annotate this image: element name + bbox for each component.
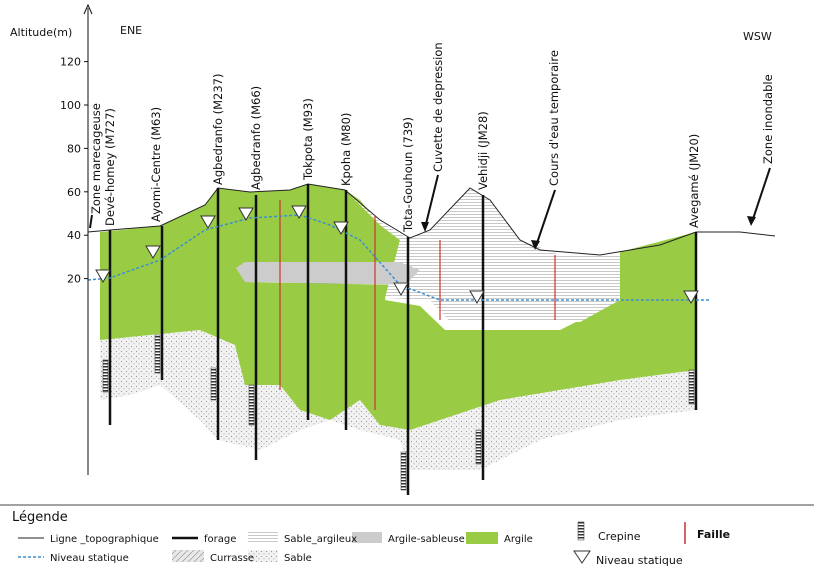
axis-label: Altitude(m)	[10, 26, 72, 39]
well-label: Tokpota (M93)	[301, 98, 315, 181]
group: 120 100 80 60 40 20	[60, 56, 88, 286]
legend-item: Argile	[504, 534, 533, 545]
shape	[211, 368, 216, 400]
legend-item: Currasse	[210, 553, 254, 564]
legend-item: Niveau statique	[50, 553, 129, 564]
shape	[476, 430, 481, 464]
shape	[689, 370, 694, 404]
group	[84, 5, 775, 495]
shape	[425, 175, 438, 228]
tick-label: 40	[67, 229, 81, 242]
well-label: Agbedranfo (M237)	[211, 74, 225, 186]
legend-item: forage	[204, 534, 236, 545]
well-label: Tota-Gouhoun (739)	[401, 117, 415, 233]
direction-right: WSW	[743, 30, 772, 43]
tick-label: 60	[67, 186, 81, 199]
shape	[172, 550, 204, 562]
annotation: Zone marecageuse	[89, 103, 103, 214]
shape	[155, 335, 160, 373]
shape	[236, 262, 420, 285]
legend-item: Faille	[697, 528, 730, 541]
shape	[536, 190, 555, 246]
legend-item: Crepine	[598, 530, 641, 543]
group: Devé-homey (M727) Ayomi-Centre (M63) Agbed…	[89, 42, 775, 233]
well-label: Avegamé (JM20)	[687, 134, 701, 228]
legend-item: Sable	[284, 553, 312, 564]
annotation: Zone inondable	[761, 74, 775, 164]
shape	[103, 360, 108, 392]
well-label: Vehidji (JM28)	[476, 111, 490, 190]
legend-item: Niveau statique	[596, 554, 683, 567]
well-label: Kpoha (M80)	[339, 113, 353, 186]
annotation: Cours d'eau temporaire	[547, 50, 561, 186]
annotation: Cuvette de depression	[431, 42, 445, 172]
legend-title: Légende	[12, 510, 68, 525]
shape	[249, 385, 254, 425]
shape	[466, 532, 498, 544]
shape	[574, 551, 590, 563]
shape	[248, 532, 278, 543]
direction-left: ENE	[120, 24, 142, 37]
legend-item: Argile-sableuse	[388, 534, 465, 545]
shape	[401, 452, 406, 490]
cross-section: Altitude(m) ENE WSW 120 100 80 60 40 20 Devé-…	[0, 0, 814, 572]
tick-label: 80	[67, 142, 81, 155]
tick-label: 120	[60, 56, 81, 69]
tick-label: 20	[67, 273, 81, 286]
tick-label: 100	[60, 99, 81, 112]
legend-item: Ligne _topographique	[50, 534, 159, 545]
well-label: Ayomi-Centre (M63)	[149, 107, 163, 222]
shape	[747, 216, 756, 226]
shape	[752, 168, 770, 222]
well-label: Devé-homey (M727)	[103, 108, 117, 226]
shape	[90, 215, 92, 228]
well-label: Agbedranfo (M66)	[249, 86, 263, 190]
shape	[578, 522, 584, 540]
legend-item: Sable_argileux	[284, 534, 357, 545]
